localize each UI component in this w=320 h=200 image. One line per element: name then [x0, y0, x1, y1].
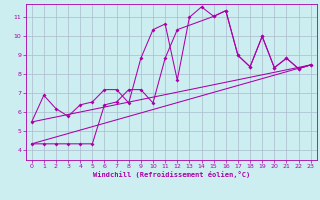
X-axis label: Windchill (Refroidissement éolien,°C): Windchill (Refroidissement éolien,°C): [92, 171, 250, 178]
